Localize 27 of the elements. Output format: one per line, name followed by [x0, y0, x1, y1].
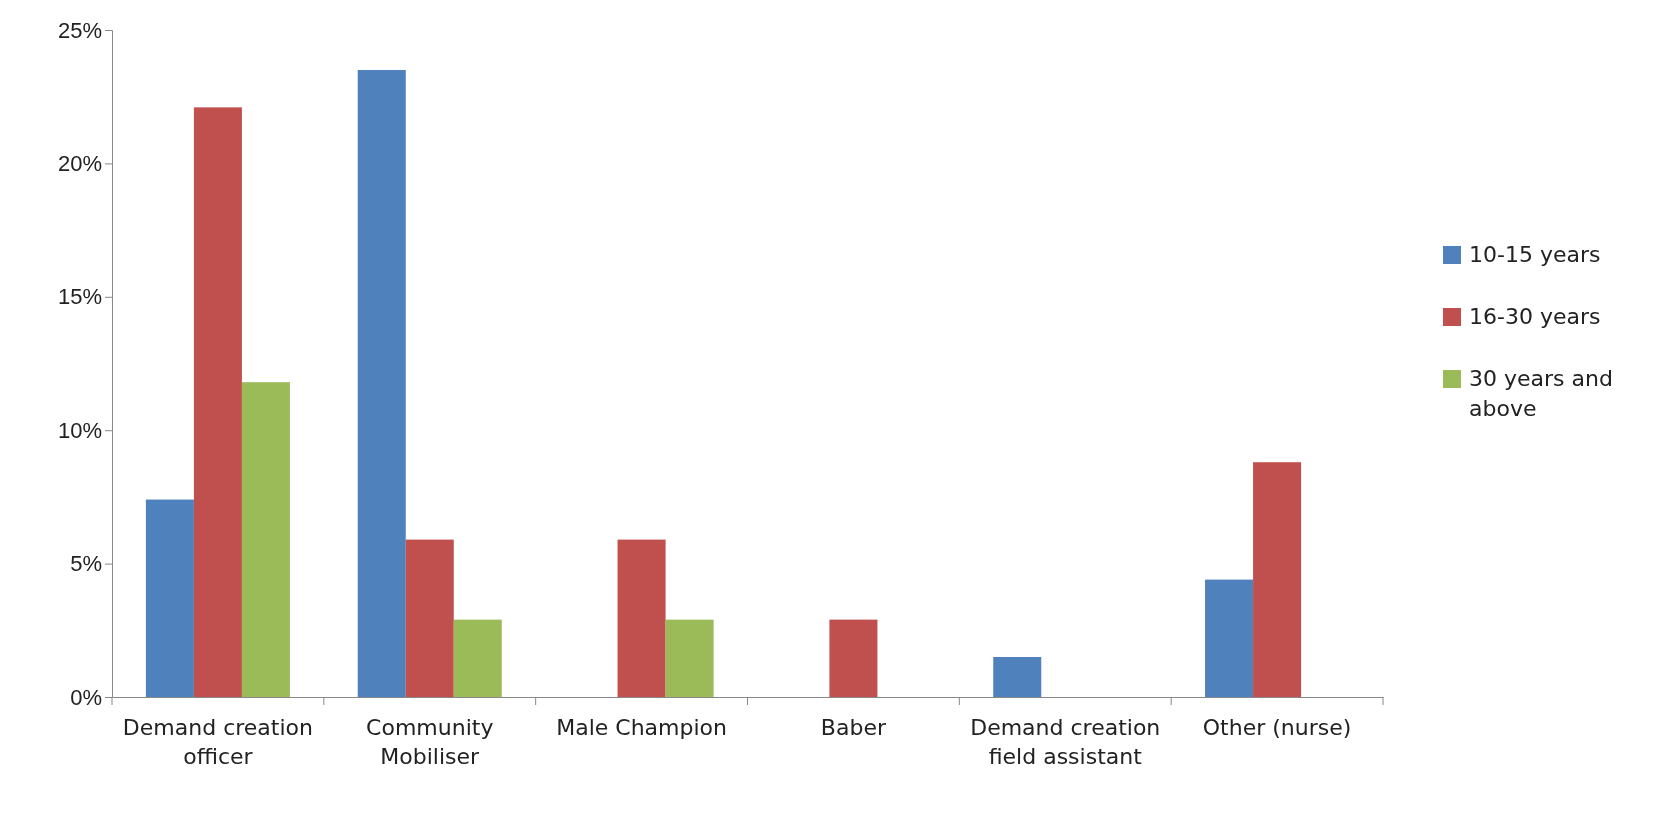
- bar: [665, 619, 714, 697]
- bar: [829, 619, 878, 697]
- bar: [357, 70, 406, 697]
- x-tick-label: Other (nurse): [1202, 715, 1352, 740]
- bar: [617, 539, 666, 697]
- bar: [145, 499, 194, 697]
- x-tick-label: Male Champion: [556, 715, 727, 740]
- x-tick-label: Demand creation field assistant: [970, 715, 1161, 769]
- y-tick-label: 0%: [70, 684, 102, 710]
- x-tick-label: Baber: [820, 715, 887, 740]
- legend-label: 30 years and above: [1469, 366, 1613, 421]
- y-tick-label: 15%: [57, 284, 102, 310]
- bar: [453, 619, 502, 697]
- x-tick-label: Demand creation officer: [122, 715, 313, 769]
- y-tick-label: 20%: [57, 150, 102, 176]
- bar: [193, 107, 242, 697]
- y-tick-label: 25%: [57, 17, 102, 43]
- legend-label: 10-15 years: [1469, 242, 1601, 267]
- bar: [405, 539, 454, 697]
- y-tick-label: 10%: [57, 417, 102, 443]
- bar: [1205, 579, 1254, 697]
- bar: [993, 656, 1042, 697]
- legend-label: 16-30 years: [1469, 304, 1601, 329]
- y-tick-label: 5%: [70, 551, 102, 577]
- bar: [1253, 462, 1302, 697]
- x-tick-label: Community Mobiliser: [366, 715, 494, 769]
- bar: [241, 382, 290, 697]
